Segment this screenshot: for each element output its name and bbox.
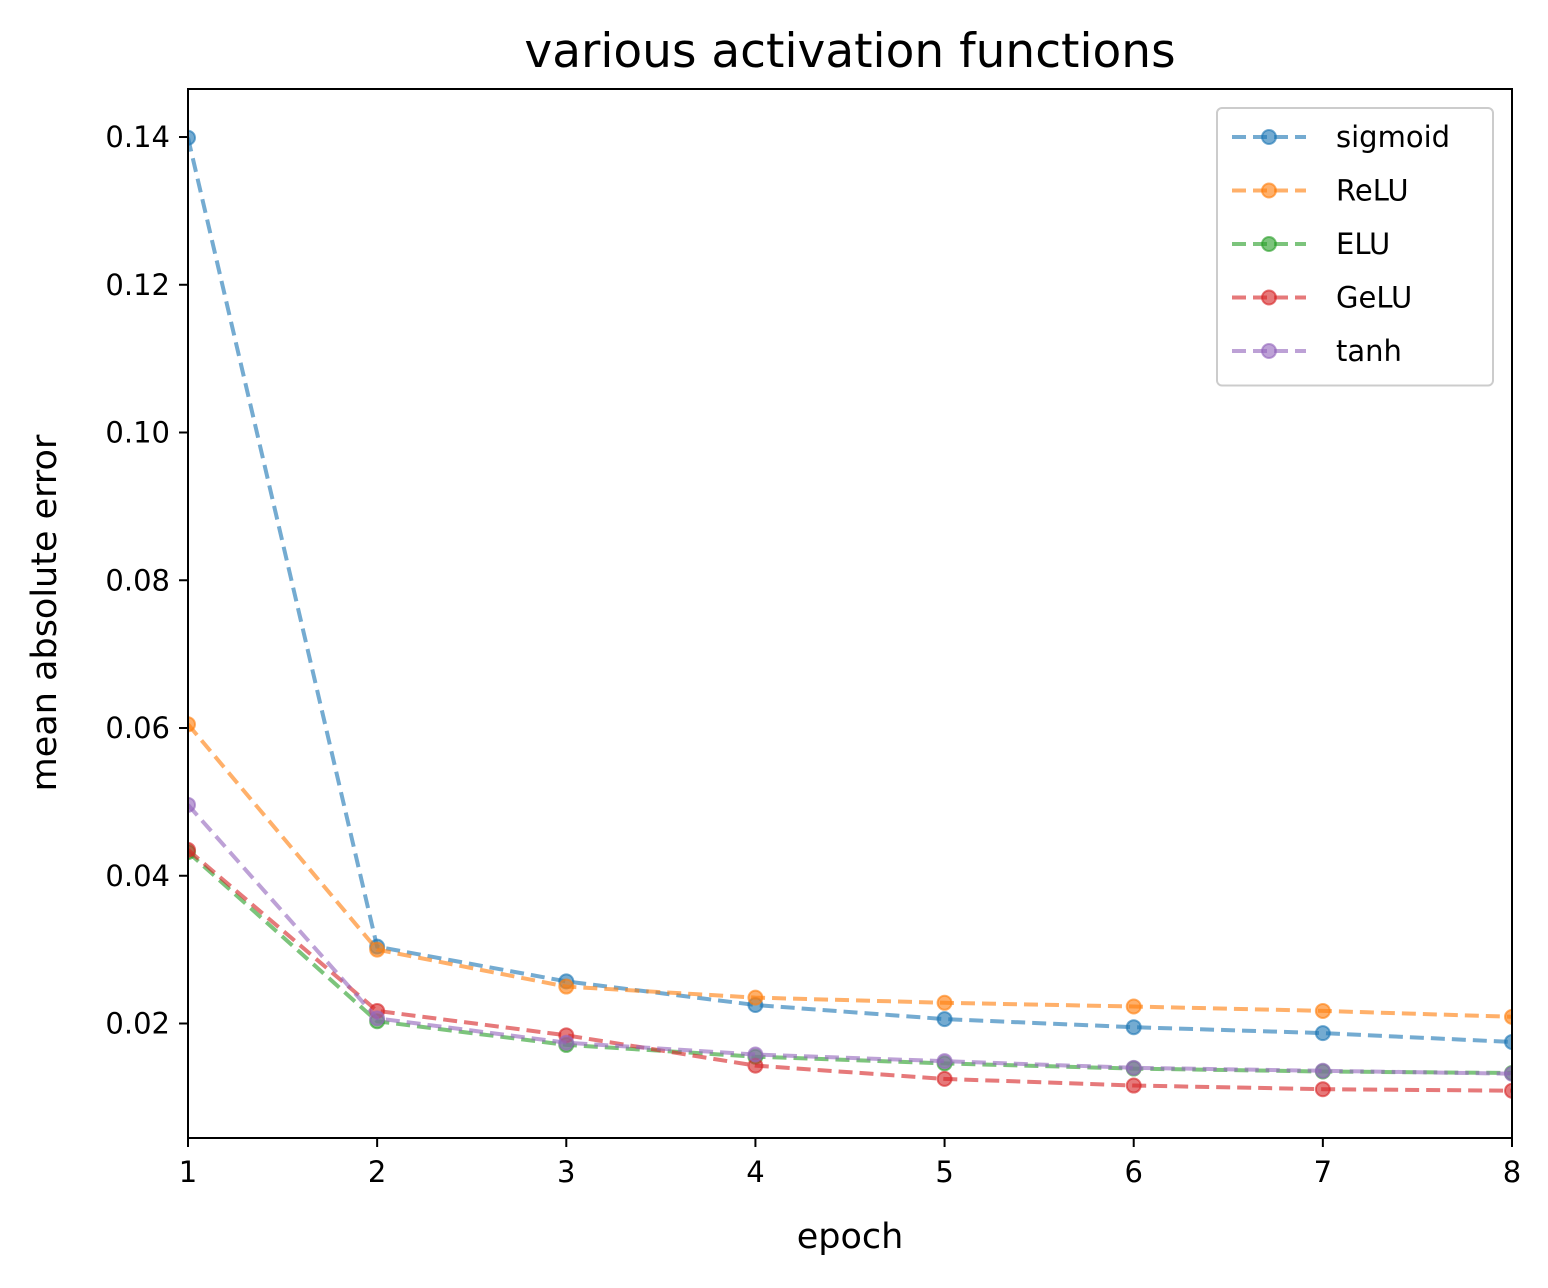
legend-box bbox=[1216, 107, 1494, 387]
series-line-tanh bbox=[188, 803, 1512, 1076]
plot-frame bbox=[187, 88, 1513, 1139]
data-point bbox=[1125, 1077, 1142, 1094]
data-point bbox=[369, 1010, 386, 1027]
legend-marker bbox=[1261, 236, 1277, 252]
y-tick-label: 0.06 bbox=[105, 711, 170, 745]
legend-label: ReLU bbox=[1336, 174, 1409, 208]
data-point bbox=[188, 841, 196, 858]
y-axis-label: mean absolute error bbox=[25, 434, 65, 791]
x-tick-label: 4 bbox=[746, 1155, 764, 1189]
data-point bbox=[936, 1053, 953, 1070]
data-point bbox=[1314, 1025, 1331, 1042]
x-tick-label: 2 bbox=[368, 1155, 386, 1189]
plot-area: 1 2 3 4 5 6 7 8 0.02 0.04 0.06 0.08 0.10 0.12 0.14 sigm… bbox=[105, 88, 1521, 1189]
data-point bbox=[188, 716, 196, 733]
legend-marker bbox=[1261, 289, 1277, 306]
data-point bbox=[558, 978, 575, 995]
series-group bbox=[188, 129, 1512, 1099]
x-tick-label: 7 bbox=[1314, 1155, 1332, 1189]
data-point bbox=[1504, 1033, 1512, 1050]
data-point bbox=[1504, 1082, 1512, 1099]
data-point bbox=[1314, 1062, 1331, 1079]
x-tick-label: 1 bbox=[179, 1155, 197, 1189]
y-tick-label: 0.12 bbox=[105, 268, 170, 302]
data-point bbox=[747, 1046, 764, 1063]
data-point bbox=[1125, 1019, 1142, 1036]
data-point bbox=[747, 989, 764, 1006]
data-point bbox=[1314, 1081, 1331, 1098]
y-axis: 0.02 0.04 0.06 0.08 0.10 0.12 0.14 bbox=[105, 120, 188, 1040]
y-tick-label: 0.02 bbox=[105, 1006, 170, 1040]
legend: sigmoid ReLU ELU GeLU tanh bbox=[1216, 107, 1494, 387]
legend-item-elu: ELU bbox=[1232, 227, 1390, 261]
legend-marker bbox=[1261, 182, 1277, 199]
data-point bbox=[1504, 1065, 1512, 1082]
data-point bbox=[1125, 1059, 1142, 1076]
x-tick-label: 8 bbox=[1503, 1155, 1521, 1189]
data-point bbox=[369, 941, 386, 958]
data-point bbox=[188, 796, 196, 813]
data-point bbox=[936, 1011, 953, 1028]
legend-label: ELU bbox=[1336, 227, 1390, 261]
series-line-sigmoid bbox=[188, 137, 1512, 1044]
x-tick-label: 6 bbox=[1124, 1155, 1142, 1189]
data-point bbox=[1125, 998, 1142, 1015]
legend-item-relu: ReLU bbox=[1232, 174, 1409, 208]
series-relu bbox=[188, 716, 1512, 1025]
y-tick-label: 0.14 bbox=[105, 120, 170, 154]
legend-label: sigmoid bbox=[1336, 120, 1450, 154]
series-line-elu bbox=[188, 850, 1512, 1075]
legend-item-sigmoid: sigmoid bbox=[1232, 120, 1450, 154]
series-tanh bbox=[188, 796, 1512, 1082]
x-tick-label: 3 bbox=[557, 1155, 575, 1189]
legend-item-gelu: GeLU bbox=[1232, 281, 1412, 315]
y-tick-label: 0.04 bbox=[105, 859, 170, 893]
data-point bbox=[936, 1070, 953, 1087]
data-point bbox=[1504, 1008, 1512, 1025]
legend-marker bbox=[1261, 129, 1277, 145]
legend-item-tanh: tanh bbox=[1232, 334, 1402, 368]
legend-label: GeLU bbox=[1336, 281, 1412, 315]
y-tick-label: 0.08 bbox=[105, 563, 170, 597]
x-axis: 1 2 3 4 5 6 7 8 bbox=[179, 1138, 1521, 1189]
data-point bbox=[188, 129, 196, 146]
legend-label: tanh bbox=[1336, 334, 1402, 368]
x-tick-label: 5 bbox=[935, 1155, 953, 1189]
x-axis-label: epoch bbox=[797, 1217, 904, 1257]
data-point bbox=[1314, 1002, 1331, 1019]
series-line-gelu bbox=[188, 848, 1512, 1093]
legend-marker bbox=[1261, 343, 1277, 359]
data-point bbox=[558, 1034, 575, 1051]
data-point bbox=[936, 994, 953, 1011]
y-tick-label: 0.10 bbox=[105, 416, 170, 450]
series-line-relu bbox=[188, 723, 1512, 1019]
chart-title: various activation functions bbox=[524, 24, 1175, 79]
